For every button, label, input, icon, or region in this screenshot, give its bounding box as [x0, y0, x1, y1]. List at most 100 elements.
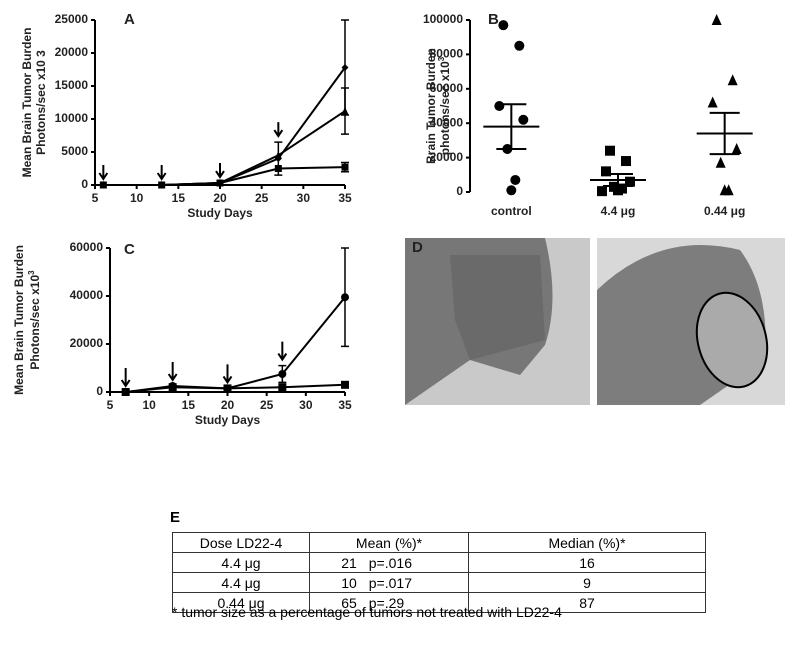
cell: 16	[468, 552, 706, 573]
y-tick-label: 20000	[70, 336, 104, 350]
marker	[621, 156, 631, 167]
marker	[506, 185, 517, 196]
y-axis-label: Photons/sec x10 3	[34, 50, 48, 155]
marker	[341, 163, 349, 171]
x-tick-label: 35	[338, 398, 352, 412]
marker	[341, 293, 349, 302]
dose-arrow	[156, 165, 167, 181]
marker	[341, 106, 349, 115]
x-tick-label: 0.44 μg	[704, 204, 745, 218]
cell: 21	[308, 552, 363, 573]
y-tick-label: 15000	[55, 78, 89, 92]
marker	[731, 143, 742, 154]
cell: 87	[468, 592, 706, 613]
y-axis-label: Brain Tumor Burden	[424, 48, 438, 164]
marker	[498, 20, 509, 31]
x-tick-label: 5	[92, 191, 99, 205]
x-tick-label: 25	[260, 398, 274, 412]
marker	[341, 64, 349, 72]
marker	[727, 74, 738, 86]
x-axis-label: Study Days	[187, 206, 253, 220]
marker	[223, 384, 232, 393]
marker	[494, 101, 505, 111]
cell: 4.4 μg	[172, 552, 310, 573]
header-cell: Mean (%)*	[309, 532, 469, 553]
marker	[625, 176, 635, 187]
tumor-circle	[695, 291, 769, 389]
error-bar	[603, 172, 633, 187]
marker	[278, 370, 287, 378]
results-table: Dose LD22-4 Mean (%)* Median (%)* 4.4 μg 21…	[172, 532, 706, 613]
marker	[514, 40, 525, 51]
marker	[274, 151, 282, 159]
y-tick-label: 40000	[430, 115, 464, 129]
x-tick-label: 30	[299, 398, 313, 412]
dose-arrow	[167, 362, 178, 382]
cell: p=.016	[362, 552, 469, 573]
marker	[707, 96, 718, 108]
cell: 4.4 μg	[172, 572, 310, 593]
y-axis-label: Mean Brain Tumor Burden	[12, 245, 26, 395]
marker	[158, 181, 166, 189]
y-tick-label: 25000	[55, 12, 89, 26]
marker	[274, 165, 282, 172]
marker	[605, 145, 615, 156]
marker	[510, 174, 521, 185]
y-tick-label: 0	[456, 184, 463, 198]
y-tick-label: 60000	[430, 81, 464, 95]
x-tick-label: 15	[172, 191, 186, 205]
marker	[168, 383, 177, 392]
y-tick-label: 5000	[61, 144, 88, 158]
x-axis-label: Study Days	[195, 413, 261, 427]
marker	[121, 388, 130, 396]
marker	[518, 114, 529, 125]
marker	[597, 186, 607, 197]
dose-arrow	[215, 163, 225, 179]
panel-label: D	[412, 239, 423, 256]
x-tick-label: 25	[255, 191, 269, 205]
marker	[216, 179, 224, 187]
panel-d-images: D	[405, 238, 785, 405]
x-tick-label: 15	[182, 398, 196, 412]
x-tick-label: 30	[297, 191, 311, 205]
x-tick-label: 10	[142, 398, 156, 412]
dose-arrow	[222, 364, 233, 385]
dose-arrow	[273, 122, 284, 138]
cell: p=.29	[362, 592, 469, 613]
panel-label: C	[124, 241, 135, 258]
marker	[601, 166, 611, 177]
x-tick-label: control	[491, 204, 532, 218]
y-tick-label: 10000	[55, 111, 89, 125]
y-tick-label: 60000	[70, 240, 104, 254]
header-cell: Median (%)*	[468, 532, 706, 553]
marker	[341, 380, 349, 389]
marker	[278, 383, 287, 392]
series-line	[103, 110, 346, 186]
y-tick-label: 0	[81, 177, 88, 191]
x-tick-label: 20	[213, 191, 227, 205]
panel-label: A	[124, 11, 135, 28]
y-axis-label: Photons/sec x103	[27, 270, 42, 370]
marker	[613, 185, 623, 196]
x-tick-label: 35	[338, 191, 352, 205]
marker	[719, 184, 730, 196]
y-tick-label: 100000	[423, 12, 463, 26]
y-tick-label: 20000	[55, 45, 89, 59]
y-tick-label: 20000	[430, 150, 464, 164]
cell: p=.017	[362, 572, 469, 593]
panel-label: E	[170, 509, 181, 526]
marker	[99, 181, 107, 189]
dose-arrow	[277, 341, 288, 362]
y-tick-label: 40000	[70, 288, 104, 302]
series-line	[125, 296, 346, 393]
error-bar	[496, 103, 527, 150]
header-cell: Dose LD22-4	[172, 532, 310, 553]
y-axis-label-sup: 3	[27, 270, 36, 275]
y-tick-label: 0	[96, 384, 103, 398]
dose-arrow	[120, 368, 131, 388]
x-tick-label: 10	[130, 191, 144, 205]
y-tick-label: 80000	[430, 47, 464, 61]
error-bar	[709, 111, 740, 156]
dose-arrow	[98, 165, 109, 181]
x-tick-label: 20	[221, 398, 235, 412]
